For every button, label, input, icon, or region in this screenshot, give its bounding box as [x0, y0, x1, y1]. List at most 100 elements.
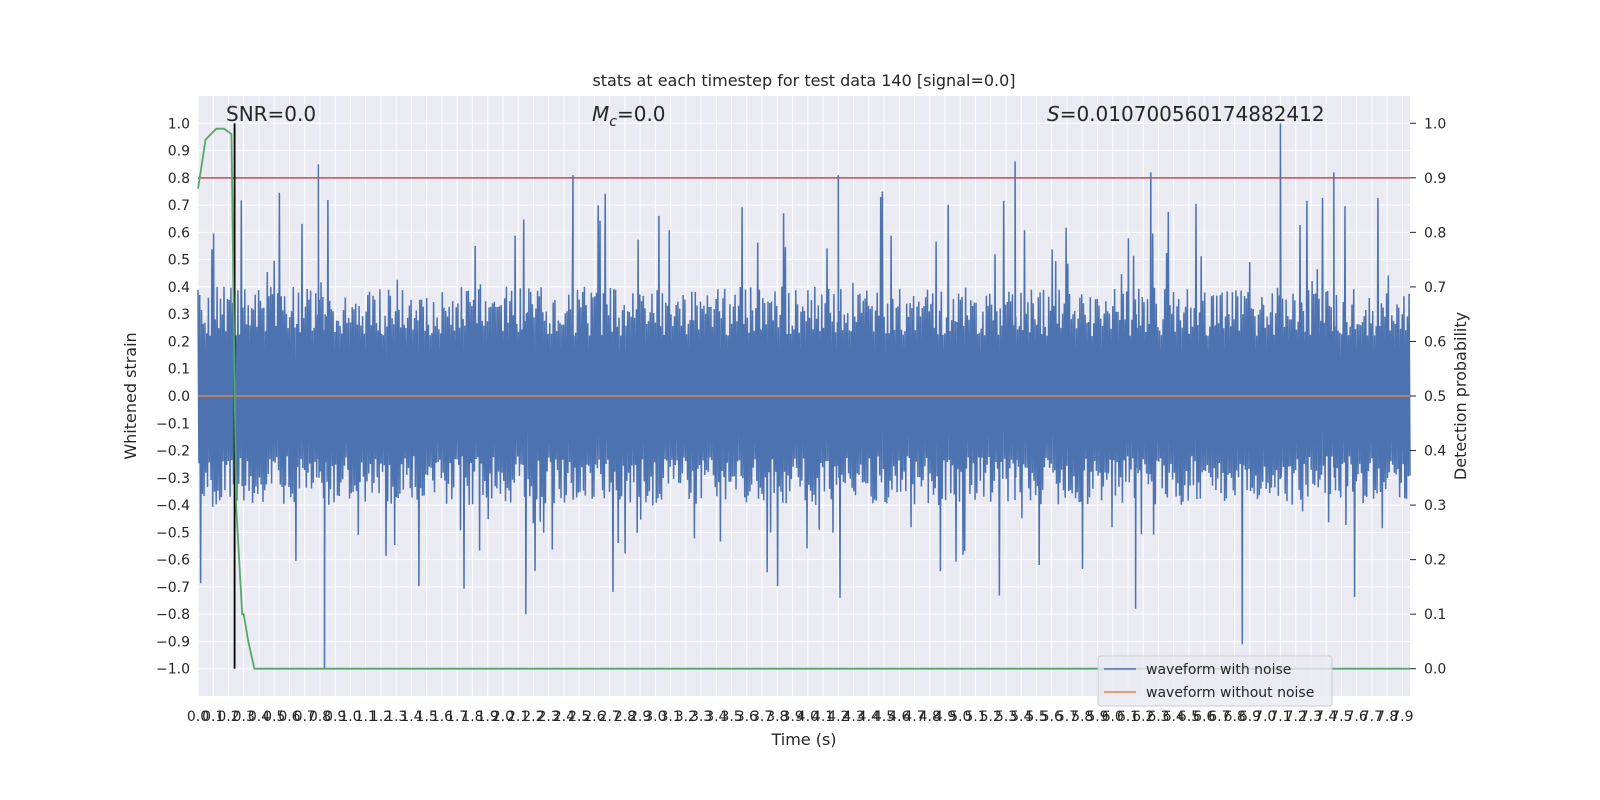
y-tick-label-left: −0.6: [156, 553, 190, 569]
x-tick-label: 5.6: [1041, 709, 1063, 725]
x-tick-label: 7.0: [1254, 709, 1276, 725]
x-tick-label: 6.9: [1239, 709, 1261, 725]
y-tick-label-left: 0.7: [168, 198, 190, 214]
x-tick-label: 1.6: [431, 709, 453, 725]
x-tick-label: 6.3: [1147, 709, 1169, 725]
series-line-detection-probability: [197, 127, 1410, 670]
x-axis-label: Time (s): [770, 730, 836, 749]
x-tick-label: 4.8: [919, 709, 941, 725]
s-annotation: S=0.010700560174882412: [1047, 102, 1325, 126]
x-tick-label: 1.5: [416, 709, 438, 725]
x-tick-label: 3.7: [751, 709, 773, 725]
y-tick-label-right: 0.3: [1424, 498, 1446, 514]
x-tick-label: 4.0: [797, 709, 819, 725]
x-tick-label: 5.1: [964, 709, 986, 725]
y-tick-label-right: 0.7: [1424, 280, 1446, 296]
y-tick-label-right: 0.4: [1424, 444, 1446, 460]
x-tick-label: 6.1: [1117, 709, 1139, 725]
x-tick-label: 7.1: [1269, 709, 1291, 725]
legend: waveform with noise waveform without noi…: [1097, 655, 1333, 707]
x-tick-label: 1.8: [461, 709, 483, 725]
x-tick-label: 1.9: [477, 709, 499, 725]
x-tick-label: 3.0: [644, 709, 666, 725]
x-tick-label: 2.6: [583, 709, 605, 725]
mc-symbol: M: [592, 102, 609, 126]
x-tick-label: 0.0: [187, 709, 209, 725]
y-tick-label-right: 0.9: [1424, 171, 1446, 187]
x-tick-label: 7.6: [1346, 709, 1368, 725]
x-tick-label: 4.1: [812, 709, 834, 725]
x-tick-label: 3.9: [781, 709, 803, 725]
x-tick-label: 6.0: [1102, 709, 1124, 725]
x-tick-label: 5.9: [1086, 709, 1108, 725]
x-tick-label: 1.1: [355, 709, 377, 725]
y-tick-label-left: −0.1: [156, 416, 190, 432]
y-tick-label-right: 0.6: [1424, 334, 1446, 350]
x-tick-label: 2.9: [629, 709, 651, 725]
y-axis-label-right: Detection probability: [1451, 312, 1470, 480]
x-tick-label: 0.9: [324, 709, 346, 725]
x-tick-label: 1.7: [446, 709, 468, 725]
y-tick-label-left: −0.9: [156, 634, 190, 650]
mc-annotation: Mc=0.0: [592, 102, 666, 130]
y-tick-label-right: 0.5: [1424, 389, 1446, 405]
x-tick-label: 6.4: [1163, 709, 1185, 725]
y-tick-label-right: 1.0: [1424, 116, 1446, 132]
x-tick-label: 5.8: [1071, 709, 1093, 725]
x-tick-label: 2.0: [492, 709, 514, 725]
x-tick-label: 2.5: [568, 709, 590, 725]
x-tick-label: 0.7: [294, 709, 316, 725]
x-tick-label: 3.1: [659, 709, 681, 725]
x-tick-label: 0.4: [248, 709, 270, 725]
s-symbol: S: [1047, 102, 1060, 126]
x-tick-label: 4.5: [873, 709, 895, 725]
x-tick-label: 7.8: [1376, 709, 1398, 725]
series-line-waveform-with-noise: [197, 123, 1411, 669]
y-ticks-right: 0.0 0.1 0.2 0.3 0.4 0.5 0.6 0.7 0.8 0.9 1.0: [1410, 116, 1446, 678]
y-tick-label-left: −0.5: [156, 525, 190, 541]
x-tick-label: 2.4: [553, 709, 575, 725]
s-value: =0.010700560174882412: [1060, 102, 1325, 126]
x-tick-label: 0.8: [309, 709, 331, 725]
x-tick-label: 3.4: [705, 709, 727, 725]
x-tick-label: 3.2: [675, 709, 697, 725]
y-tick-label-left: 0.8: [168, 171, 190, 187]
chart-title: stats at each timestep for test data 140…: [592, 71, 1015, 90]
x-tick-label: 1.3: [385, 709, 407, 725]
x-tick-label: 3.3: [690, 709, 712, 725]
x-tick-label: 5.2: [980, 709, 1002, 725]
y-tick-label-left: 0.1: [168, 362, 190, 378]
mc-subscript: c: [609, 114, 617, 130]
x-tick-label: 2.3: [538, 709, 560, 725]
y-tick-label-left: 0.3: [168, 307, 190, 323]
y-tick-label-right: 0.8: [1424, 225, 1446, 241]
x-tick-label: 6.7: [1208, 709, 1230, 725]
y-tick-label-right: 0.0: [1424, 662, 1446, 678]
x-tick-label: 2.1: [507, 709, 529, 725]
legend-label-noise: waveform with noise: [1146, 662, 1291, 678]
y-tick-label-left: −0.4: [156, 498, 190, 514]
series-layer: [197, 123, 1411, 670]
x-tick-label: 7.5: [1330, 709, 1352, 725]
x-tick-label: 2.8: [614, 709, 636, 725]
x-tick-label: 4.7: [903, 709, 925, 725]
x-tick-label: 5.7: [1056, 709, 1078, 725]
x-tick-label: 6.2: [1132, 709, 1154, 725]
x-tick-label: 4.2: [827, 709, 849, 725]
x-tick-label: 7.4: [1315, 709, 1337, 725]
x-tick-label: 5.0: [949, 709, 971, 725]
y-axis-label-left: Whitened strain: [121, 332, 140, 459]
x-tick-label: 7.9: [1391, 709, 1413, 725]
y-tick-label-left: 0.5: [168, 253, 190, 269]
x-tick-label: 3.6: [736, 709, 758, 725]
x-tick-label: 3.5: [720, 709, 742, 725]
x-tick-label: 1.4: [400, 709, 422, 725]
legend-box: [1097, 655, 1333, 707]
snr-annotation: SNR=0.0: [226, 102, 316, 126]
y-tick-label-left: −1.0: [156, 662, 190, 678]
x-tick-label: 0.6: [278, 709, 300, 725]
x-tick-label: 4.3: [842, 709, 864, 725]
x-tick-label: 7.2: [1285, 709, 1307, 725]
